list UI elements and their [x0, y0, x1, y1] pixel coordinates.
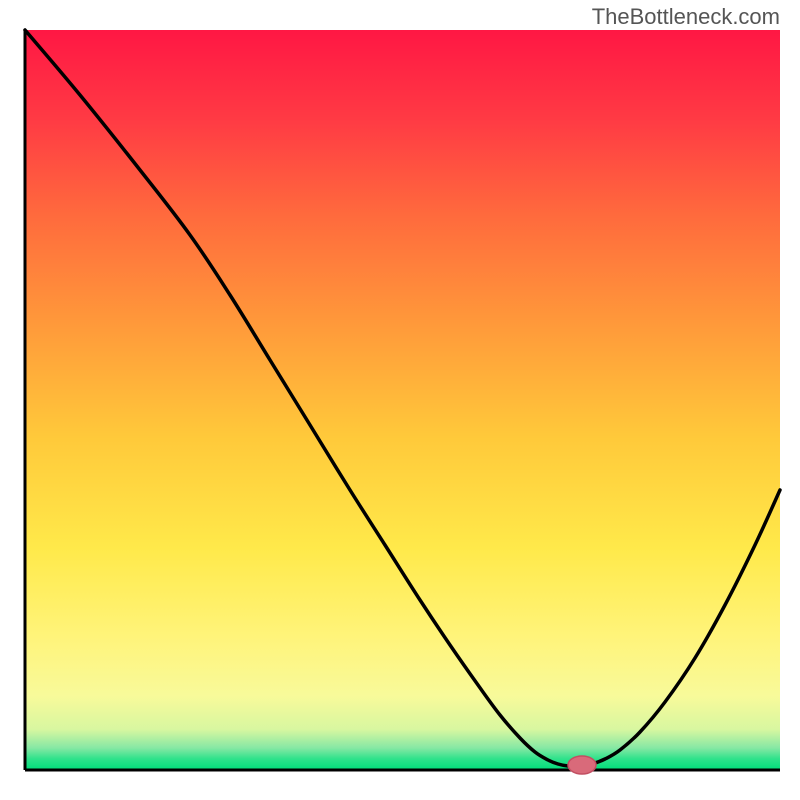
watermark-text: TheBottleneck.com — [592, 4, 780, 30]
bottleneck-chart — [0, 0, 800, 800]
chart-container: { "watermark": "TheBottleneck.com", "cha… — [0, 0, 800, 800]
optimum-marker — [568, 756, 596, 774]
chart-background — [25, 30, 780, 770]
